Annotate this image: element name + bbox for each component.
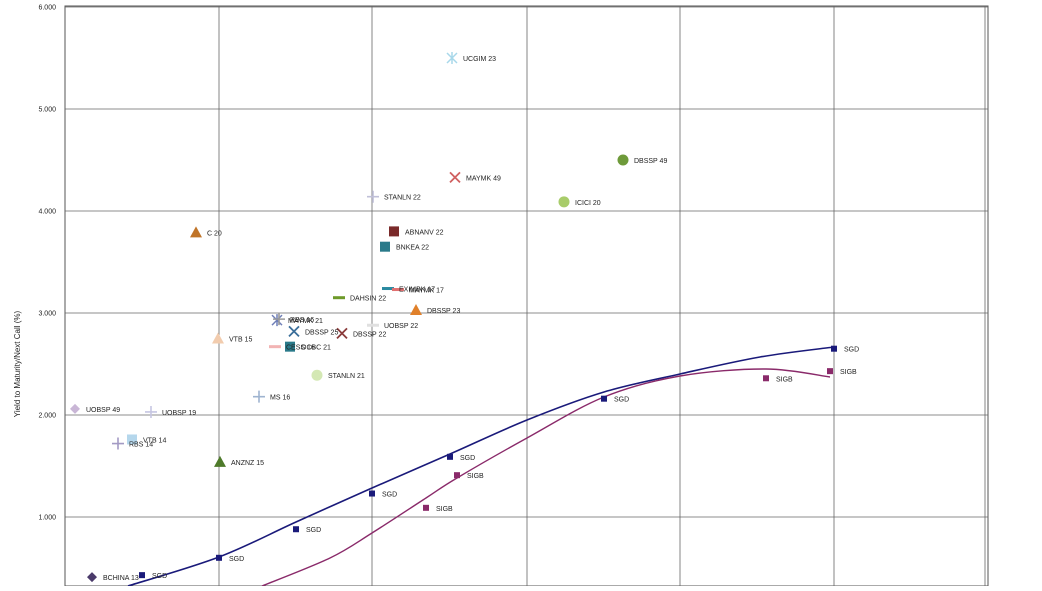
marker-uobsp-19: [145, 405, 157, 418]
marker-ms-16: [253, 390, 265, 403]
marker-uobsp-22: [367, 323, 379, 327]
marker-dbssp-23: [410, 303, 422, 315]
sgd-point: [831, 345, 837, 352]
marker-bnkea-22: [380, 241, 390, 252]
sigb-trend-curve: [261, 368, 831, 587]
y-tick-label: 1.000: [38, 515, 56, 522]
marker-eximbk-17: [382, 287, 394, 291]
label-dbssp-22: DBSSP 22: [353, 331, 386, 338]
sgd-point-label: SGD: [844, 347, 859, 354]
label-dbssp-23: DBSSP 23: [427, 308, 460, 315]
label-vtb-14: VTB 14: [143, 437, 166, 444]
label-dbssp-49: DBSSP 49: [634, 158, 667, 165]
label-maymk-49: MAYMK 49: [466, 175, 501, 182]
sgd-point-label: SGD: [152, 573, 167, 580]
marker-stanln-22: [367, 190, 379, 203]
marker-vtb-14: [127, 434, 137, 445]
marker-maymk-21: [271, 314, 283, 327]
sgd-point-label: SGD: [460, 455, 475, 462]
marker-uobsp-49: [70, 403, 80, 414]
sigb-point-label: SIGB: [776, 376, 793, 383]
sigb-point: [763, 375, 769, 382]
sgd-point: [139, 572, 145, 579]
y-tick-label: 3.000: [38, 311, 56, 318]
label-maymk-21: MAYMK 21: [288, 318, 323, 325]
fit-curves: [127, 346, 835, 587]
sgd-point-label: SGD: [306, 527, 321, 534]
point-labels: SGD SGD SGD SGD SGD SGD SGD SIGB SIGB SIGB SIGB UOB…: [86, 56, 859, 582]
sgd-point-label: SGD: [229, 556, 244, 563]
label-vtb-15: VTB 15: [229, 337, 252, 344]
label-ocbc-21: OCBC 21: [301, 345, 331, 352]
sigb-point: [454, 472, 460, 479]
scatter-markers: [70, 52, 837, 583]
label-uobsp-19: UOBSP 19: [162, 410, 196, 417]
marker-icici-20: [558, 196, 570, 208]
label-abnanv-22: ABNANV 22: [405, 229, 444, 236]
y-axis-ticks: 1.000 2.000 3.000 4.000 5.000 6.000: [38, 5, 56, 522]
label-cess-16: CESS 16: [286, 345, 315, 352]
sigb-point: [423, 504, 429, 511]
sgd-point-label: SGD: [382, 492, 397, 499]
sgd-point: [293, 526, 299, 533]
label-maymk-17: MAYMK 17: [409, 288, 444, 295]
marker-abnanv-22: [389, 226, 399, 237]
sgd-point: [601, 395, 607, 402]
sigb-point-label: SIGB: [467, 473, 484, 480]
sigb-point-label: SIGB: [436, 506, 453, 513]
marker-dbssp-25: [288, 325, 300, 337]
y-tick-label: 6.000: [38, 5, 56, 12]
sgd-point-label: SGD: [614, 397, 629, 404]
label-ms-16: MS 16: [270, 395, 290, 402]
marker-anznz-15: [214, 455, 226, 467]
marker-maymk-49: [449, 171, 461, 183]
marker-c-20: [190, 226, 202, 238]
label-stanln-21: STANLN 21: [328, 373, 365, 380]
sgd-point: [216, 554, 222, 561]
marker-bchina-13: [87, 572, 97, 583]
label-c-20: C 20: [207, 230, 222, 237]
marker-rbs-14: [112, 437, 124, 450]
label-rbs-14: RBS 14: [129, 442, 153, 449]
marker-cess-16: [269, 345, 281, 349]
sgd-point: [447, 453, 453, 460]
sgd-point: [369, 490, 375, 497]
marker-ucgim-23: [446, 52, 458, 64]
label-dbssp-25: DBSSP 25: [305, 329, 338, 336]
marker-vtb-15: [212, 332, 224, 344]
label-bchina-13: BCHINA 13: [103, 575, 139, 582]
marker-dbssp-49: [617, 154, 629, 166]
label-uobsp-49: UOBSP 49: [86, 407, 120, 414]
y-tick-label: 5.000: [38, 107, 56, 114]
label-ucgim-23: UCGIM 23: [463, 56, 496, 63]
sgd-trend-curve: [127, 346, 835, 587]
label-eximbk-17: EXIMBK 17: [399, 287, 435, 294]
label-anznz-15: ANZNZ 15: [231, 460, 264, 467]
label-icici-20: ICICI 20: [575, 200, 601, 207]
marker-maymk-17: [392, 288, 404, 292]
marker-stanln-21: [311, 369, 323, 381]
sigb-point: [827, 368, 833, 375]
label-dahsin-22: DAHSIN 22: [350, 296, 386, 303]
marker-dbssp-22: [336, 327, 348, 340]
label-uobsp-22: UOBSP 22: [384, 323, 418, 330]
marker-rbs-16: [273, 313, 285, 326]
sigb-point-label: SIGB: [840, 369, 857, 376]
label-bnkea-22: BNKEA 22: [396, 245, 429, 252]
label-stanln-22: STANLN 22: [384, 195, 421, 202]
y-axis-title: Yield to Maturity/Next Call (%): [13, 310, 22, 417]
label-rbs-16: RBS 16: [290, 317, 314, 324]
y-tick-label: 4.000: [38, 209, 56, 216]
marker-dahsin-22: [333, 296, 345, 300]
marker-ocbc-21: [285, 341, 295, 352]
y-tick-label: 2.000: [38, 413, 56, 420]
